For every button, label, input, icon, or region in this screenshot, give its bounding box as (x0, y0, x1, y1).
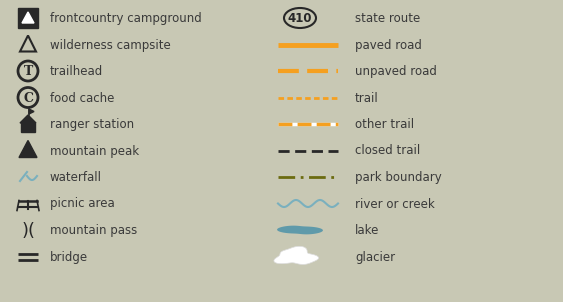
Text: state route: state route (355, 12, 420, 25)
Ellipse shape (284, 8, 316, 28)
Text: park boundary: park boundary (355, 171, 442, 184)
Text: T: T (24, 65, 33, 78)
Text: waterfall: waterfall (50, 171, 102, 184)
Text: lake: lake (355, 224, 379, 237)
Text: frontcountry campground: frontcountry campground (50, 12, 202, 25)
Text: C: C (23, 92, 33, 104)
Polygon shape (19, 140, 37, 158)
Text: trailhead: trailhead (50, 65, 103, 78)
Text: unpaved road: unpaved road (355, 65, 437, 78)
Polygon shape (277, 226, 323, 234)
Text: ): ) (21, 221, 29, 239)
Text: (: ( (28, 221, 34, 239)
Text: picnic area: picnic area (50, 198, 115, 210)
Text: food cache: food cache (50, 92, 114, 104)
Text: river or creek: river or creek (355, 198, 435, 210)
Polygon shape (274, 246, 319, 265)
Text: paved road: paved road (355, 38, 422, 52)
Text: trail: trail (355, 92, 379, 104)
Text: other trail: other trail (355, 118, 414, 131)
Text: mountain peak: mountain peak (50, 144, 139, 158)
Text: mountain pass: mountain pass (50, 224, 137, 237)
Polygon shape (29, 109, 34, 114)
Text: closed trail: closed trail (355, 144, 420, 158)
Text: 410: 410 (288, 12, 312, 25)
Text: bridge: bridge (50, 250, 88, 264)
Polygon shape (22, 12, 34, 23)
Bar (21, 123, 35, 132)
Bar (18, 8, 38, 28)
Polygon shape (20, 115, 36, 123)
Text: glacier: glacier (355, 250, 395, 264)
Text: wilderness campsite: wilderness campsite (50, 38, 171, 52)
Text: ranger station: ranger station (50, 118, 134, 131)
